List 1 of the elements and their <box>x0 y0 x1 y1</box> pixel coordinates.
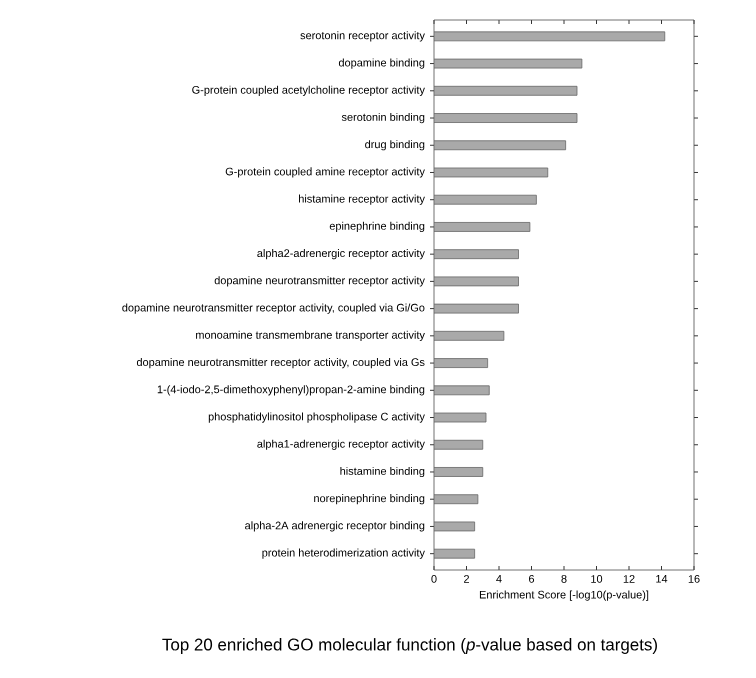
text: Top 20 enriched GO molecular function (p-value based on targets) <box>162 638 657 654</box>
